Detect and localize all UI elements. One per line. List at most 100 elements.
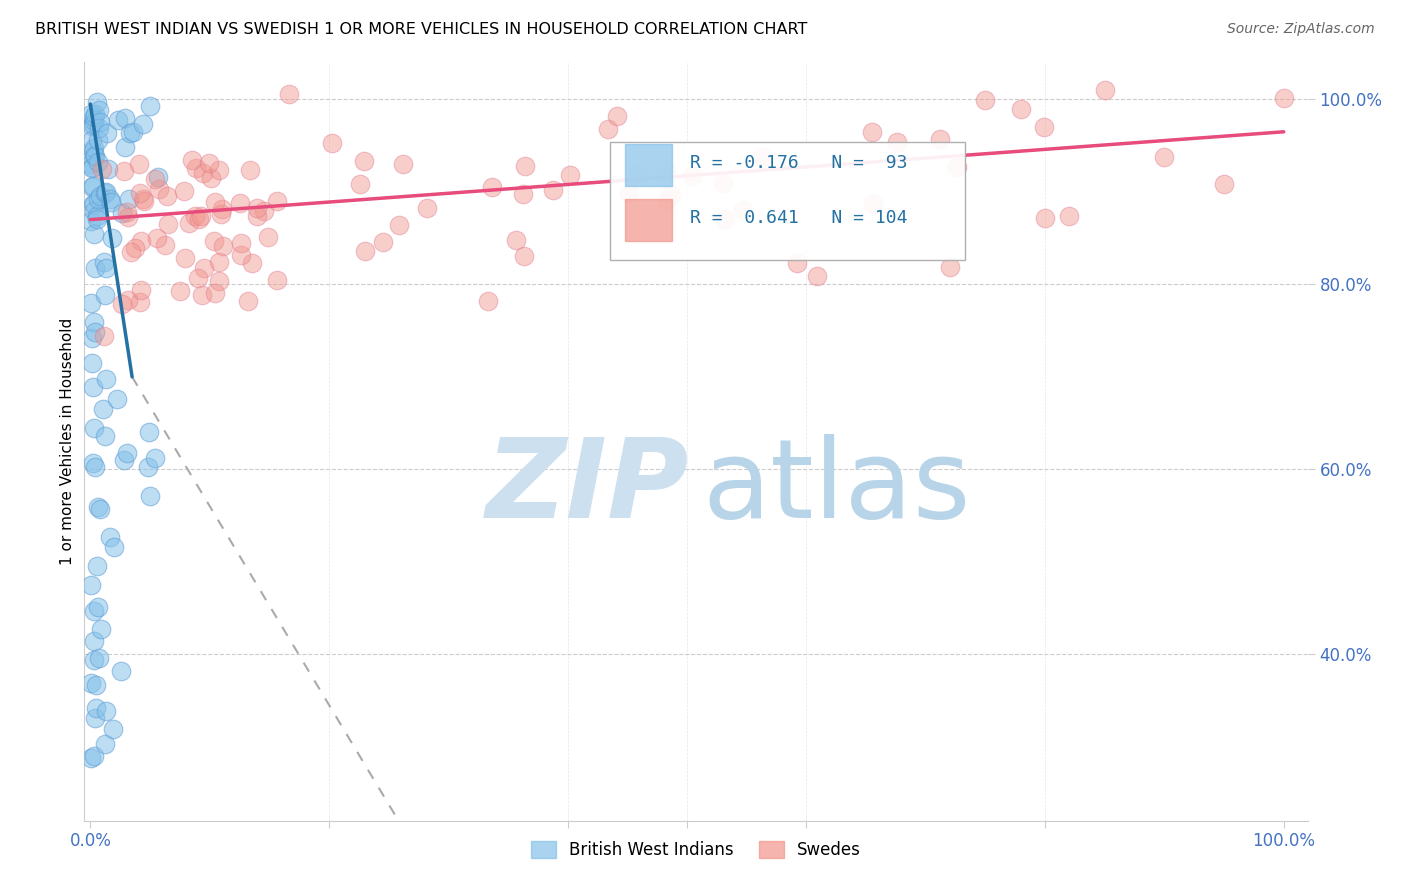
- British West Indians: [84, 459, 107, 474]
- British West Indians: [83, 634, 105, 648]
- Swedes: [246, 201, 269, 215]
- British West Indians: [83, 204, 105, 219]
- Y-axis label: 1 or more Vehicles in Household: 1 or more Vehicles in Household: [60, 318, 75, 566]
- British West Indians: [131, 117, 153, 131]
- British West Indians: [87, 103, 110, 118]
- British West Indians: [93, 186, 115, 200]
- British West Indians: [86, 95, 108, 110]
- British West Indians: [89, 501, 111, 516]
- Swedes: [266, 273, 288, 287]
- Swedes: [124, 241, 146, 255]
- Swedes: [246, 209, 269, 223]
- Swedes: [416, 201, 439, 215]
- Swedes: [143, 171, 166, 186]
- British West Indians: [83, 421, 105, 435]
- Swedes: [129, 186, 152, 201]
- Swedes: [373, 235, 395, 249]
- British West Indians: [107, 113, 129, 128]
- British West Indians: [82, 457, 104, 471]
- British West Indians: [138, 460, 160, 475]
- Swedes: [946, 160, 969, 174]
- British West Indians: [83, 653, 105, 667]
- British West Indians: [86, 559, 108, 574]
- British West Indians: [89, 115, 111, 129]
- Swedes: [862, 197, 884, 211]
- Swedes: [184, 161, 207, 176]
- British West Indians: [83, 325, 105, 339]
- Swedes: [239, 162, 262, 177]
- Text: R = -0.176   N =  93: R = -0.176 N = 93: [690, 154, 907, 172]
- British West Indians: [82, 179, 104, 194]
- Swedes: [321, 136, 343, 150]
- Swedes: [657, 164, 679, 178]
- Text: ZIP: ZIP: [486, 434, 690, 541]
- British West Indians: [80, 578, 103, 592]
- British West Indians: [84, 678, 107, 692]
- British West Indians: [82, 117, 104, 131]
- Swedes: [886, 136, 908, 150]
- Swedes: [202, 234, 225, 248]
- Swedes: [209, 207, 232, 221]
- British West Indians: [80, 751, 103, 765]
- British West Indians: [80, 107, 103, 121]
- Swedes: [392, 156, 415, 170]
- Swedes: [1094, 83, 1116, 97]
- Swedes: [1272, 91, 1295, 105]
- Swedes: [714, 211, 737, 226]
- Swedes: [173, 184, 195, 198]
- British West Indians: [83, 140, 105, 154]
- British West Indians: [118, 127, 141, 141]
- Text: Source: ZipAtlas.com: Source: ZipAtlas.com: [1227, 22, 1375, 37]
- Swedes: [731, 202, 754, 217]
- Swedes: [180, 153, 202, 167]
- British West Indians: [80, 296, 103, 310]
- Swedes: [91, 161, 114, 176]
- Swedes: [974, 93, 997, 107]
- Swedes: [169, 285, 191, 299]
- Swedes: [256, 230, 278, 244]
- British West Indians: [110, 206, 132, 220]
- Swedes: [512, 186, 534, 201]
- Swedes: [211, 202, 233, 216]
- Swedes: [145, 230, 167, 244]
- Swedes: [1057, 209, 1080, 223]
- Swedes: [115, 205, 138, 219]
- British West Indians: [93, 255, 115, 269]
- Swedes: [128, 157, 150, 171]
- British West Indians: [94, 185, 117, 199]
- Swedes: [193, 260, 215, 275]
- Swedes: [1010, 103, 1032, 117]
- Swedes: [117, 293, 139, 308]
- Swedes: [751, 150, 773, 164]
- Swedes: [177, 215, 200, 229]
- Swedes: [156, 189, 179, 203]
- British West Indians: [100, 530, 122, 544]
- Swedes: [132, 194, 155, 209]
- British West Indians: [93, 288, 115, 302]
- British West Indians: [97, 162, 120, 177]
- Swedes: [560, 168, 582, 182]
- Swedes: [238, 294, 260, 309]
- British West Indians: [115, 446, 138, 460]
- British West Indians: [80, 356, 103, 370]
- Swedes: [229, 235, 252, 250]
- Swedes: [606, 109, 628, 123]
- Swedes: [598, 122, 620, 136]
- British West Indians: [100, 194, 122, 209]
- Swedes: [513, 249, 536, 263]
- Swedes: [204, 285, 226, 300]
- British West Indians: [82, 379, 104, 393]
- Swedes: [191, 288, 214, 302]
- British West Indians: [122, 125, 145, 139]
- British West Indians: [94, 372, 117, 386]
- Swedes: [128, 295, 150, 310]
- Swedes: [231, 248, 253, 262]
- Text: BRITISH WEST INDIAN VS SWEDISH 1 OR MORE VEHICLES IN HOUSEHOLD CORRELATION CHART: BRITISH WEST INDIAN VS SWEDISH 1 OR MORE…: [35, 22, 807, 37]
- Swedes: [388, 219, 411, 233]
- British West Indians: [83, 315, 105, 329]
- Swedes: [617, 186, 640, 200]
- Swedes: [132, 192, 155, 206]
- Swedes: [131, 235, 153, 249]
- Swedes: [193, 166, 215, 180]
- Swedes: [208, 255, 231, 269]
